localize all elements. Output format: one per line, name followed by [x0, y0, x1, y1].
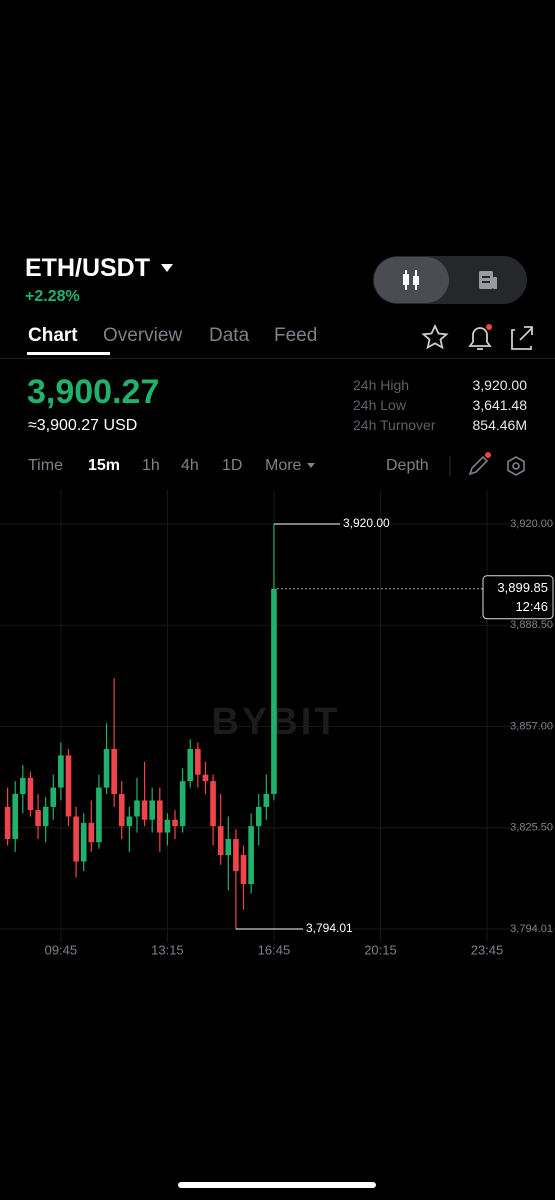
- y-tick-label: 3,857.00: [510, 720, 553, 732]
- candle-body: [96, 787, 102, 843]
- tab[interactable]: Data: [209, 325, 250, 346]
- tab[interactable]: Overview: [103, 325, 183, 346]
- timeframe[interactable]: 4h: [181, 457, 199, 474]
- candle-body: [42, 806, 49, 827]
- timeframe[interactable]: Time: [28, 457, 63, 474]
- candle-body: [202, 774, 209, 782]
- dropdown-icon[interactable]: [160, 263, 174, 273]
- candle-body: [118, 793, 125, 827]
- candle-body: [88, 822, 95, 843]
- candle-body: [217, 826, 224, 856]
- chart: BYBIT3,920.003,888.503,857.003,825.503,7…: [0, 490, 555, 957]
- last-price-label: 3,899.85: [497, 580, 548, 595]
- y-tick-label: 3,888.50: [510, 619, 553, 631]
- tab-underline: [27, 352, 110, 355]
- candle-body: [149, 800, 155, 820]
- y-tick-label: 3,825.50: [510, 822, 553, 834]
- view-toggle[interactable]: [373, 256, 527, 304]
- depth[interactable]: Depth: [386, 457, 429, 474]
- candle-body: [12, 793, 19, 839]
- stat-value: 3,641.48: [472, 397, 528, 413]
- change: +2.28%: [25, 288, 80, 305]
- candle-body: [58, 755, 64, 788]
- candle-body: [195, 748, 201, 775]
- x-tick-label: 16:45: [258, 942, 291, 957]
- candle-body: [73, 816, 79, 862]
- stat-label: 24h Turnover: [353, 417, 436, 433]
- candle-body: [111, 748, 117, 794]
- candle-body: [141, 800, 148, 820]
- candle-body: [225, 838, 232, 856]
- stat-value: 3,920.00: [472, 377, 528, 393]
- candle-body: [248, 826, 254, 884]
- candle-body: [80, 822, 87, 862]
- candle-body: [187, 748, 194, 782]
- low-marker-label: 3,794.01: [306, 921, 353, 935]
- candle-body: [27, 777, 34, 811]
- candle-body: [172, 819, 178, 827]
- timeframe[interactable]: 1h: [142, 457, 160, 474]
- high-marker-label: 3,920.00: [343, 516, 390, 530]
- candle-body: [255, 806, 262, 827]
- x-tick-label: 13:15: [151, 942, 184, 957]
- candle-body: [134, 800, 140, 817]
- tool-icons[interactable]: [448, 452, 533, 480]
- x-tick-label: 23:45: [471, 942, 504, 957]
- stat-label: 24h Low: [353, 397, 406, 413]
- candle-body: [164, 819, 171, 833]
- timeframe[interactable]: 1D: [222, 457, 243, 474]
- candle-body: [65, 755, 72, 817]
- candle-body: [271, 588, 277, 794]
- x-tick-label: 20:15: [364, 942, 397, 957]
- candle-body: [35, 810, 41, 827]
- pair[interactable]: ETH/USDT: [25, 254, 150, 282]
- candle-body: [50, 787, 57, 807]
- candle-body: [210, 781, 216, 827]
- candle-body: [263, 793, 270, 807]
- home-indicator: [178, 1182, 376, 1188]
- countdown: 12:46: [515, 599, 548, 614]
- divider: [0, 358, 555, 359]
- timeframe[interactable]: More: [265, 457, 302, 474]
- stat-label: 24h High: [353, 377, 410, 393]
- candle-body: [179, 781, 186, 827]
- more-icon[interactable]: [306, 462, 318, 470]
- candle-body: [103, 748, 110, 788]
- usd-price: ≈3,900.27 USD: [28, 417, 138, 434]
- y-tick-label: 3,794.01: [510, 923, 553, 935]
- candle-body: [157, 800, 163, 833]
- tab[interactable]: Chart: [28, 325, 78, 346]
- candle-body: [233, 838, 239, 872]
- x-tick-label: 09:45: [45, 942, 78, 957]
- timeframe[interactable]: 15m: [88, 457, 121, 474]
- candle-body: [240, 855, 247, 884]
- tab[interactable]: Feed: [274, 325, 318, 346]
- candle-body: [4, 806, 11, 839]
- tab-icons[interactable]: [420, 322, 535, 352]
- y-tick-label: 3,920.00: [510, 518, 553, 530]
- stat-value: 854.46M: [472, 417, 527, 433]
- candle-body: [20, 777, 26, 794]
- candle-body: [126, 816, 133, 827]
- last-price-box: [482, 575, 554, 620]
- last-price: 3,900.27: [27, 373, 160, 411]
